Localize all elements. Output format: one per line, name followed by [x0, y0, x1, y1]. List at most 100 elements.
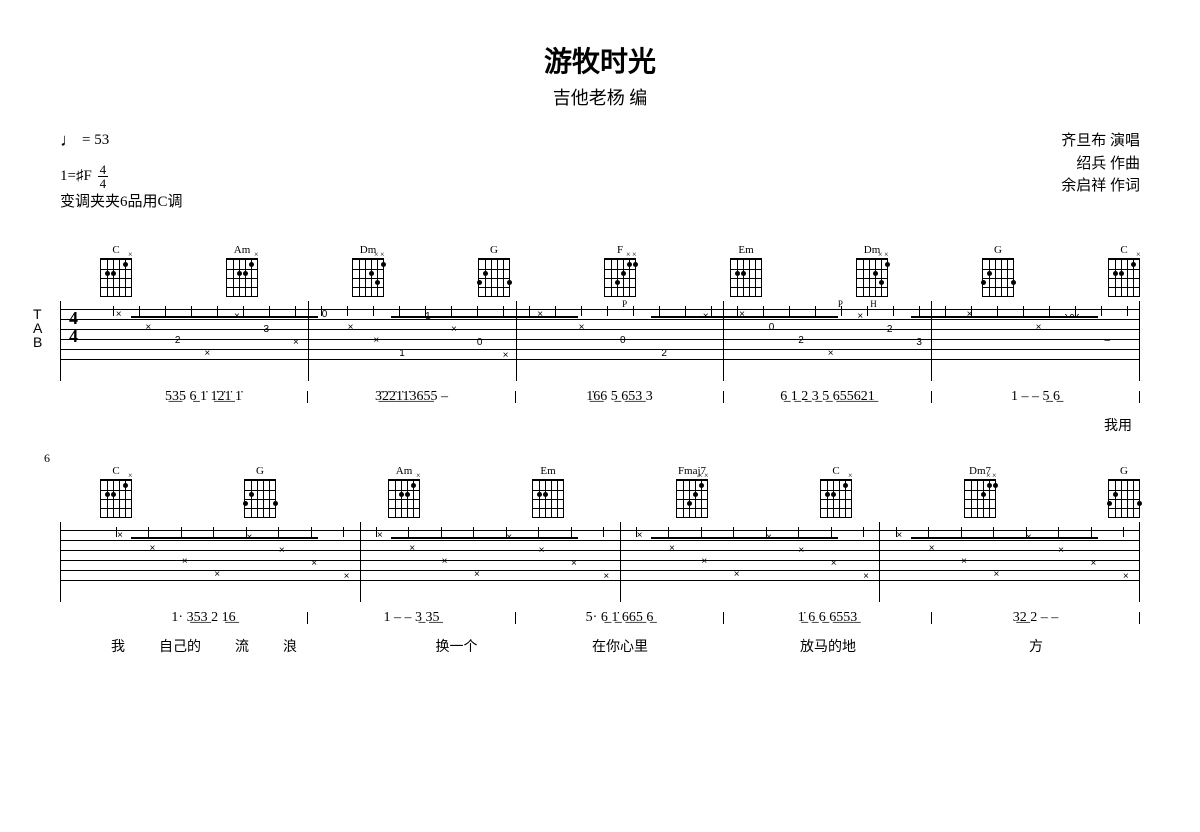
note-stem [997, 306, 998, 316]
note-stem [766, 527, 767, 537]
lyric-text: 我 [111, 636, 125, 656]
tab-note: × [344, 571, 350, 582]
note-stem [278, 527, 279, 537]
note-stem [815, 306, 816, 316]
note-stem [116, 527, 117, 537]
note-stem [347, 306, 348, 316]
lyric-text: 流 [235, 636, 249, 656]
beam-measure [308, 306, 516, 324]
chord-grid: ×× [676, 479, 708, 518]
tab-note: × [539, 545, 545, 556]
note-stem [113, 306, 114, 316]
note-stem [148, 527, 149, 537]
chord-name: C [112, 244, 119, 256]
chord-grid: ×× [856, 258, 888, 297]
note-stem [213, 527, 214, 537]
chord-name: Am [234, 244, 251, 256]
tab-note: × [1123, 571, 1129, 582]
note-stem [473, 527, 474, 537]
chord-diagram-row-2: C×GAm×EmFmaj7××C×Dm7××G [60, 465, 1140, 518]
note-stem [555, 306, 556, 316]
chord-grid [730, 258, 762, 297]
beam-measure [360, 527, 620, 545]
note-stem [945, 306, 946, 316]
tab-note: × [993, 569, 999, 580]
note-stem [831, 527, 832, 537]
note-stem [1091, 527, 1092, 537]
beam-row-2 [100, 527, 1140, 545]
note-stem [928, 527, 929, 537]
meta-row: ♩ = 53 1=♯F 4 4 变调夹夹6品用C调 齐旦布 演唱 绍兵 作曲 余… [60, 130, 1140, 214]
tab-note: × [961, 556, 967, 567]
note-stem [373, 306, 374, 316]
chord-name: F [617, 244, 623, 256]
tab-a: A [33, 321, 42, 335]
chord-name: C [112, 465, 119, 477]
chord-grid [982, 258, 1014, 297]
tab-note: × [603, 571, 609, 582]
chord-name: Em [738, 244, 753, 256]
note-stem [581, 306, 582, 316]
tab-note: × [474, 569, 480, 580]
tab-note: × [863, 571, 869, 582]
note-stem [841, 306, 842, 316]
note-stem [217, 306, 218, 316]
credit-singer: 齐旦布 演唱 [1061, 130, 1140, 153]
chord-diagram: G [244, 465, 276, 518]
chord-grid: ×× [352, 258, 384, 297]
jianpu-measure: 1̲̇ 6̲ 6̲ 6̲5̲5̲3̲ [724, 610, 932, 626]
chord-grid: ×× [604, 258, 636, 297]
jianpu-measure: 5· 6̲ 1̲̇ 6̲6̲5̲ 6̲ [516, 610, 724, 626]
chord-name: C [1120, 244, 1127, 256]
note-stem [636, 527, 637, 537]
tab-note: 1 [399, 348, 405, 359]
note-stem [139, 306, 140, 316]
tab-note: × [293, 337, 299, 348]
note-stem [243, 306, 244, 316]
note-stem [668, 527, 669, 537]
note-stem [529, 306, 530, 316]
chord-diagram: C× [1108, 244, 1140, 297]
jianpu-measure: 1 – – 3̲ 3̲5̲ [308, 610, 516, 626]
chord-grid: × [820, 479, 852, 518]
chord-name: C [832, 465, 839, 477]
note-stem [1101, 306, 1102, 316]
tab-note: 2 [798, 335, 804, 346]
note-stem [1058, 527, 1059, 537]
note-stem [659, 306, 660, 316]
lyric-measure: 放马的地 [724, 636, 932, 656]
chord-diagram: Am× [388, 465, 420, 518]
chord-grid: × [388, 479, 420, 518]
jianpu-measure: 5̲3̲5 6̲ 1̇ 1̲̇2̲̇1̲̇ 1̇ [100, 389, 308, 405]
jianpu-measure: 3̲2̲ 2 – – [932, 610, 1140, 626]
tab-note: × [451, 324, 457, 335]
jianpu-measure: 1· 3̲5̲3̲ 2 1̲6̲ [100, 610, 308, 626]
chord-name: Em [540, 465, 555, 477]
note-stem [733, 527, 734, 537]
lyric-text: 放马的地 [800, 636, 856, 656]
beam-measure [880, 527, 1140, 545]
key-signature: 1=♯F 4 4 [60, 163, 183, 190]
chord-diagram: C× [100, 465, 132, 518]
credit-lyricist: 余启祥 作词 [1061, 175, 1140, 198]
lyric-m2 [306, 415, 512, 435]
chord-diagram: C× [100, 244, 132, 297]
chord-diagram: Am× [226, 244, 258, 297]
note-stem [425, 306, 426, 316]
ts-bot: 4 [100, 177, 107, 190]
lyric-m4 [719, 415, 925, 435]
tab-t: T [33, 307, 42, 321]
note-stem [1127, 306, 1128, 316]
note-stem [867, 306, 868, 316]
beam-measure [100, 306, 308, 324]
chord-grid [478, 258, 510, 297]
tab-note: × [214, 569, 220, 580]
chord-grid [532, 479, 564, 518]
chord-diagram: C× [820, 465, 852, 518]
meta-left: ♩ = 53 1=♯F 4 4 变调夹夹6品用C调 [60, 130, 183, 214]
tab-note: × [442, 556, 448, 567]
note-stem [181, 527, 182, 537]
tab-note: × [1058, 545, 1064, 556]
note-stem [607, 306, 608, 316]
jianpu-row-2: 1· 3̲5̲3̲ 2 1̲6̲1 – – 3̲ 3̲5̲5· 6̲ 1̲̇ 6… [60, 610, 1140, 626]
